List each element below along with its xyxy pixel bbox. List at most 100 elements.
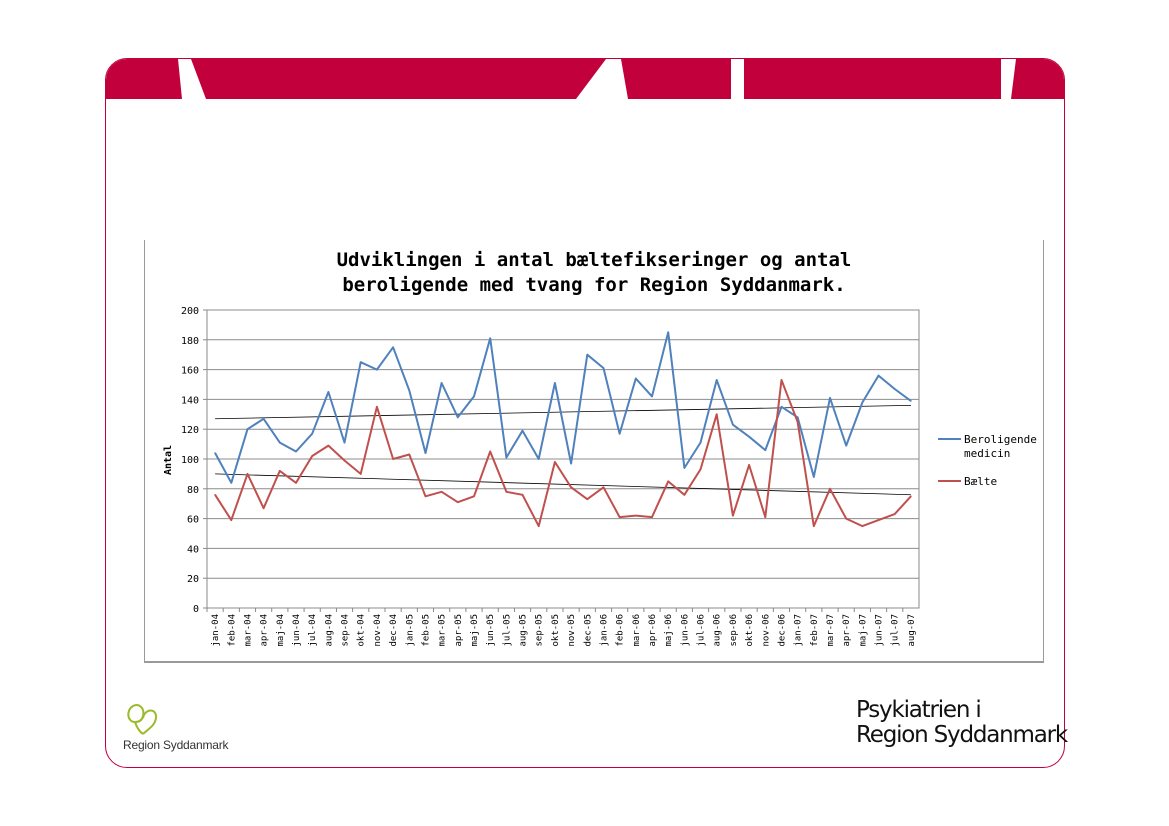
data-point xyxy=(424,495,427,498)
header-band-segment xyxy=(106,59,182,99)
data-point xyxy=(699,441,702,444)
y-tick-label: 40 xyxy=(187,544,199,555)
data-point xyxy=(893,388,896,390)
x-tick-label: jun-05 xyxy=(486,614,496,647)
data-point xyxy=(537,525,540,527)
data-point xyxy=(732,514,734,517)
data-point xyxy=(279,441,281,444)
y-tick-label: 200 xyxy=(181,306,199,317)
brand-line2: Region Syddanmark xyxy=(856,722,1068,748)
data-point xyxy=(618,432,621,435)
x-tick-label: apr-07 xyxy=(842,614,852,647)
x-tick-label: feb-04 xyxy=(227,614,237,647)
x-tick-label: jan-04 xyxy=(211,614,221,647)
data-point xyxy=(343,441,346,444)
region-syddanmark-logo-icon xyxy=(127,704,158,735)
y-axis-label: Antal xyxy=(163,445,174,475)
data-point xyxy=(829,488,831,490)
region-syddanmark-logo-text: Region Syddanmark xyxy=(123,738,229,752)
x-tick-label: feb-05 xyxy=(421,614,431,647)
x-tick-label: jul-05 xyxy=(502,614,512,647)
data-point xyxy=(359,473,362,475)
data-point xyxy=(586,498,589,501)
data-point xyxy=(359,361,362,363)
x-tick-label: maj-07 xyxy=(858,614,868,647)
x-tick-label: mar-04 xyxy=(243,614,253,647)
chart-title-line1: Udviklingen i antal bæltefikseringer og … xyxy=(337,249,852,271)
data-point xyxy=(602,486,605,489)
x-tick-label: nov-04 xyxy=(373,614,383,647)
data-point xyxy=(246,473,249,475)
y-tick-label: 60 xyxy=(187,515,199,526)
data-point xyxy=(861,525,864,527)
x-tick-label: dec-05 xyxy=(583,614,593,647)
x-tick-label: aug-07 xyxy=(907,614,917,647)
data-point xyxy=(732,423,734,426)
data-point xyxy=(554,461,556,463)
psykiatrien-brand: Psykiatrien i Region Syddanmark xyxy=(856,698,1068,748)
data-point xyxy=(877,374,880,377)
data-point xyxy=(376,406,378,408)
data-point xyxy=(570,486,572,489)
x-tick-label: mar-06 xyxy=(632,614,642,647)
data-point xyxy=(748,435,750,438)
chart-frame: Udviklingen i antal bæltefikseringer og … xyxy=(144,240,1044,663)
data-point xyxy=(327,444,330,447)
data-point xyxy=(214,493,216,496)
data-point xyxy=(796,420,799,423)
data-point xyxy=(764,516,767,518)
x-tick-label: jan-05 xyxy=(405,614,415,647)
y-tick-label: 20 xyxy=(187,574,199,585)
data-point xyxy=(408,389,411,392)
x-tick-label: maj-05 xyxy=(470,614,480,647)
data-point xyxy=(877,519,880,521)
y-tick-label: 0 xyxy=(193,604,199,615)
data-point xyxy=(214,452,216,454)
data-point xyxy=(910,400,912,402)
data-point xyxy=(489,337,491,340)
x-tick-label: apr-04 xyxy=(260,614,270,647)
data-point xyxy=(764,449,767,451)
data-point xyxy=(667,331,669,334)
data-point xyxy=(537,458,540,460)
header-band-segment xyxy=(744,59,1001,99)
data-point xyxy=(473,495,475,498)
legend-label-baelte: Bælte xyxy=(964,475,997,488)
data-point xyxy=(748,464,750,466)
x-tick-label: nov-06 xyxy=(761,614,771,647)
data-point xyxy=(343,459,346,462)
x-tick-label: jan-07 xyxy=(794,614,804,647)
data-point xyxy=(813,476,815,478)
data-point xyxy=(683,467,686,469)
x-tick-label: maj-06 xyxy=(664,614,674,647)
data-point xyxy=(262,417,265,420)
trendline-baelte xyxy=(215,473,911,496)
data-point xyxy=(489,450,491,453)
x-tick-label: feb-07 xyxy=(810,614,820,647)
data-point xyxy=(570,462,572,465)
data-point xyxy=(246,428,249,430)
x-tick-label: jul-06 xyxy=(697,614,707,647)
series-line-baelte xyxy=(214,379,912,528)
x-tick-label: aug-06 xyxy=(713,614,723,647)
x-tick-label: jul-07 xyxy=(891,614,901,647)
x-tick-label: jan-06 xyxy=(599,614,609,647)
y-tick-label: 80 xyxy=(187,485,199,496)
y-tick-label: 160 xyxy=(181,366,199,377)
data-point xyxy=(796,416,799,419)
data-point xyxy=(295,482,297,484)
data-point xyxy=(667,480,669,483)
data-point xyxy=(861,401,864,404)
data-point xyxy=(845,517,847,520)
data-point xyxy=(521,493,524,496)
x-tick-label: okt-05 xyxy=(551,614,561,647)
data-point xyxy=(715,413,718,416)
x-tick-label: jun-06 xyxy=(680,614,690,647)
header-band-segment xyxy=(191,59,606,99)
data-point xyxy=(715,379,718,381)
data-point xyxy=(457,416,459,419)
data-point xyxy=(311,432,313,435)
x-tick-label: jun-07 xyxy=(875,614,885,647)
data-point xyxy=(554,382,556,384)
data-point xyxy=(521,429,524,432)
